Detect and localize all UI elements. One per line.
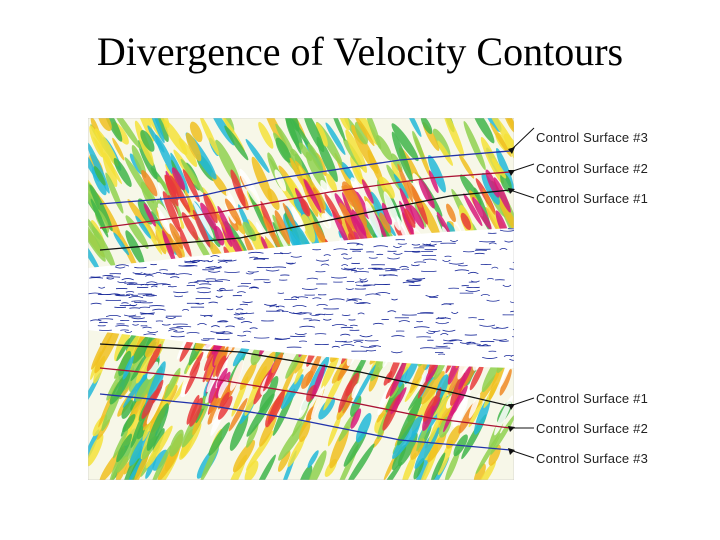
- lower-cs2-line: [99, 367, 511, 429]
- label-upper-control-surface-2: Control Surface #2: [536, 161, 648, 176]
- label-lower-control-surface-3: Control Surface #3: [536, 451, 648, 466]
- upper-cs2-line: [99, 171, 511, 229]
- label-lower-control-surface-2: Control Surface #2: [536, 421, 648, 436]
- upper-cs1-line: [99, 189, 511, 251]
- lower-cs3-line: [99, 393, 511, 451]
- label-upper-control-surface-1: Control Surface #1: [536, 191, 648, 206]
- label-upper-control-surface-3: Control Surface #3: [536, 130, 648, 145]
- lower-cs1-line: [99, 343, 511, 407]
- upper-cs3-line: [99, 150, 511, 205]
- slide-title: Divergence of Velocity Contours: [96, 29, 624, 74]
- velocity-divergence-contour-plot: [88, 118, 514, 480]
- label-lower-control-surface-1: Control Surface #1: [536, 391, 648, 406]
- turbulent-jet-core: [88, 228, 514, 368]
